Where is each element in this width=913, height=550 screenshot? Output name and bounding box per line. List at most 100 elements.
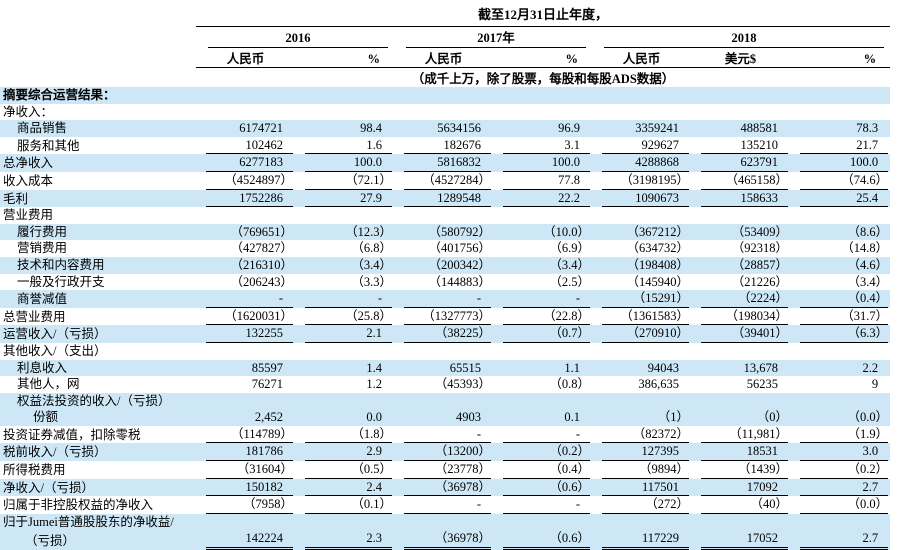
cell-value: 127395	[592, 443, 691, 462]
cell-value: （0.6）	[493, 530, 592, 550]
cell-value	[196, 514, 295, 531]
table-row: （亏损） 142224 2.3 （36978） （0.6） 117229 17052 2.7	[0, 530, 891, 550]
table-row: 份额 2,452 0.0 4903 0.1 （1） （0） （0.0）	[0, 409, 891, 426]
column-header-row: 人民币 % 人民币 % 人民币 美元$ %	[0, 48, 891, 68]
row-label: 投资证券减值，扣除零税	[3, 427, 141, 442]
cell-value: 18531	[691, 443, 790, 462]
cell-value: （3.4）	[847, 274, 889, 289]
cell-value: （4524897）	[196, 172, 295, 190]
row-label: 其他收入/（支出）	[3, 343, 107, 358]
cell-value	[790, 514, 890, 531]
row-label: 所得税费用	[3, 463, 66, 478]
cell-value: （53409）	[731, 224, 788, 239]
cell-value: 100.0	[790, 154, 890, 172]
cell-value: -	[295, 290, 394, 308]
cell-value: （3.4）	[549, 257, 590, 272]
cell-value: 929627	[592, 137, 691, 155]
row-label: 毛利	[3, 191, 29, 206]
cell-value: （9894）	[592, 461, 691, 479]
cell-value: 100.0	[493, 154, 592, 172]
row-label: 营业费用	[3, 208, 54, 223]
cell-value: （36978）	[394, 479, 493, 497]
cell-value: 1.4	[366, 360, 382, 375]
cell-value	[493, 207, 592, 224]
row-label: 履行费用	[17, 224, 68, 239]
row-label: 税前收入/（亏损）	[3, 445, 107, 460]
cell-value: （1.9）	[790, 426, 890, 444]
cell-value: （39401）	[691, 325, 790, 343]
cell-value: （634732）	[626, 241, 689, 256]
cell-value: 182676	[394, 137, 493, 155]
cell-value: （145940）	[626, 274, 689, 289]
cell-value	[295, 514, 394, 531]
row-label: 一般及行政开支	[17, 274, 105, 289]
cell-value	[790, 343, 890, 360]
row-label: 份额	[33, 410, 59, 425]
table-row: 总营业费用 （1620031） （25.8） （1327773） （22.8） （1361…	[0, 308, 890, 326]
cell-value: （0.2）	[790, 461, 890, 479]
cell-value: （206243）	[230, 274, 293, 289]
cell-value	[295, 104, 394, 121]
cell-value: 65515	[449, 360, 481, 375]
operations-summary-table: 截至12月31日止年度， 2016 2017年 2018 人民币 % 人民币	[0, 0, 891, 550]
cell-value: （0.8）	[549, 377, 590, 392]
col-header-rmb-2018: 人民币	[592, 48, 691, 68]
cell-value: 1.2	[366, 377, 382, 392]
cell-value: （15291）	[592, 290, 691, 308]
cell-value	[592, 393, 691, 410]
cell-value: （31.7）	[790, 308, 890, 326]
spacer-cell	[0, 68, 196, 88]
table-title-row: 截至12月31日止年度，	[0, 0, 891, 27]
table-row: 其他人，网 76271 1.2 （45393） （0.8） 386,635 56235 9	[0, 376, 890, 393]
table-row: 毛利 1752286 27.9 1289548 22.2 1090673 158633 25.…	[0, 189, 891, 208]
cell-value	[691, 207, 790, 224]
cell-value: （200342）	[428, 257, 491, 272]
cell-value: 488581	[740, 121, 779, 136]
cell-value: -	[196, 290, 295, 308]
cell-value: （0.2）	[493, 443, 592, 462]
cell-value: （144883）	[428, 274, 491, 289]
cell-value: （11,981）	[691, 426, 790, 444]
cell-value	[394, 87, 493, 104]
cell-value: （1.8）	[295, 426, 394, 444]
row-label: 利息收入	[17, 360, 68, 375]
cell-value: -	[493, 426, 592, 444]
cell-value	[394, 343, 493, 360]
cell-value	[196, 393, 295, 410]
table-row: 净收入：	[0, 104, 890, 121]
table-row: 营销费用 （427827） （6.8） （401756） （6.9） （634732） （9…	[0, 240, 890, 257]
cell-value: （40）	[691, 496, 790, 514]
table-row: 运营收入/（亏损） 132255 2.1 （38225） （0.7） （270910） （3…	[0, 325, 891, 343]
cell-value: 142224	[196, 530, 295, 550]
year-group-2016: 2016	[196, 27, 394, 48]
cell-value	[592, 104, 691, 121]
cell-value: 9	[871, 377, 879, 392]
cell-value: （6.9）	[549, 241, 590, 256]
row-label: 总营业费用	[3, 309, 66, 324]
cell-value: 2.3	[295, 530, 394, 550]
cell-value: -	[394, 290, 493, 308]
table-row: 其他收入/（支出）	[0, 343, 890, 360]
cell-value: （8.6）	[847, 224, 889, 239]
col-header-pct-2018: %	[790, 48, 891, 68]
cell-value: （6.3）	[790, 325, 890, 343]
cell-value	[196, 87, 295, 104]
table-row: 净收入/（亏损） 150182 2.4 （36978） （0.6） 117501 17092…	[0, 478, 891, 497]
row-label: （亏损）	[25, 534, 76, 549]
cell-value: （2.5）	[549, 274, 590, 289]
year-label-2018: 2018	[604, 31, 885, 48]
row-label: 收入成本	[3, 173, 54, 188]
cell-value: 3359241	[635, 121, 679, 136]
cell-value: （0）	[756, 410, 788, 425]
cell-value: （22.8）	[493, 308, 592, 326]
cell-value: -	[493, 496, 592, 514]
cell-value: （74.6）	[790, 172, 890, 190]
cell-value: 158633	[691, 190, 790, 208]
cell-value	[691, 514, 790, 531]
cell-value	[691, 343, 790, 360]
cell-value: 1090673	[592, 190, 691, 208]
cell-value	[592, 514, 691, 531]
cell-value: 117501	[592, 479, 691, 497]
cell-value	[394, 207, 493, 224]
